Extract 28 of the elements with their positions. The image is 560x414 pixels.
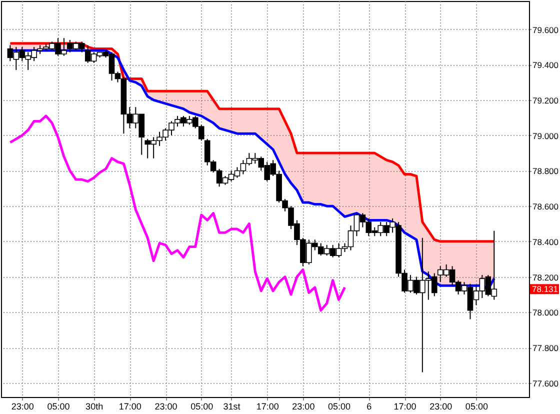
y-tick-label: 78.200 (532, 272, 559, 282)
x-tick-label: 17:00 (256, 402, 279, 412)
y-tick-label: 79.600 (532, 24, 559, 35)
x-tick-label: 05:00 (190, 402, 214, 412)
y-tick-label: 77.800 (532, 343, 559, 353)
x-tick-label: 17:00 (394, 402, 416, 412)
y-tick-label: 78.400 (532, 236, 559, 247)
x-tick-label: 23:00 (154, 402, 178, 412)
x-tick-label: 17:00 (118, 402, 142, 412)
y-tick-label: 78.600 (532, 202, 559, 212)
x-tick-label: 23:00 (292, 402, 315, 412)
y-tick-label: 78.800 (532, 166, 559, 176)
y-tick-label: 79.200 (532, 96, 559, 106)
text: 78.131 (532, 284, 558, 294)
x-tick-label: 05:00 (47, 402, 70, 412)
x-tick-label: 23:00 (11, 402, 34, 412)
x-tick-label: 05:00 (465, 402, 488, 412)
x-tick-label: 6 (366, 402, 372, 412)
x-tick-label: 05:00 (328, 402, 351, 412)
y-tick-label: 78.000 (532, 308, 559, 318)
y-tick-label: 79.000 (532, 130, 559, 141)
x-tick-label: 31st (223, 402, 241, 412)
line-series (8, 114, 346, 312)
y-tick-label: 77.600 (532, 378, 559, 388)
x-tick-label: 30th (86, 402, 104, 412)
x-tick-label: 23:00 (430, 402, 452, 412)
y-tick-label: 79.400 (532, 60, 559, 70)
line-series (8, 42, 496, 243)
